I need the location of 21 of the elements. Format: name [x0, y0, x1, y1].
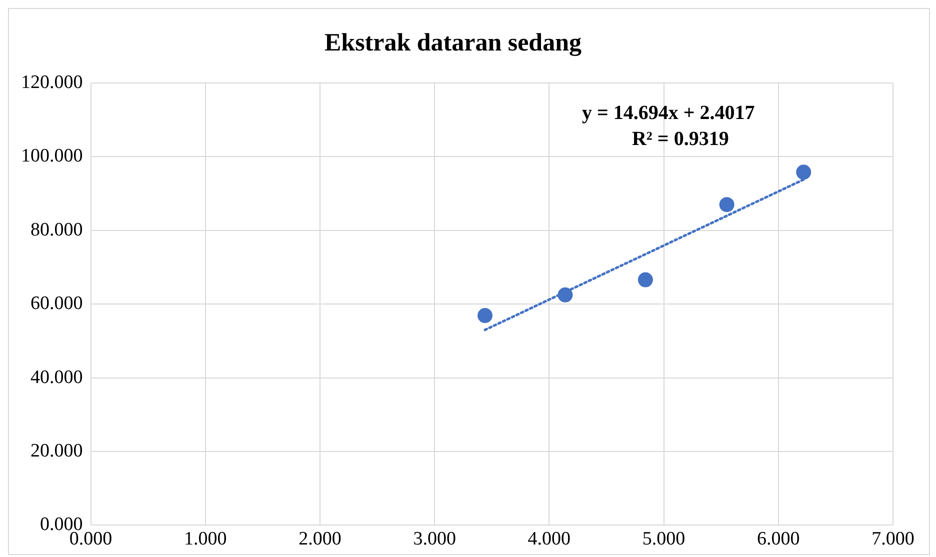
x-tick-label: 3.000 [413, 528, 456, 550]
x-tick-label: 4.000 [528, 528, 571, 550]
x-tick-label: 7.000 [872, 528, 914, 550]
chart-title: Ekstrak dataran sedang [324, 29, 582, 56]
x-tick-label: 5.000 [642, 528, 686, 550]
y-tick-label: 60.000 [30, 293, 83, 314]
point [638, 272, 653, 288]
y-tick-label: 20.000 [30, 440, 83, 462]
point [719, 197, 734, 212]
y-tick-label: 100.000 [21, 146, 83, 167]
point [478, 308, 492, 324]
point [558, 287, 573, 302]
annotation: y = 14.694x + 2.4017 [582, 102, 755, 124]
x-tick-label: 2.000 [298, 528, 342, 550]
annotation: R² = 0.9319 [632, 128, 729, 150]
x-tick-label: 6.000 [757, 528, 800, 550]
y-tick-label: 120.000 [21, 72, 83, 93]
point [796, 164, 812, 180]
x-tick-label: 1.000 [184, 528, 227, 550]
y-tick-label: 80.000 [30, 219, 83, 240]
y-tick-label: 40.000 [30, 366, 83, 388]
